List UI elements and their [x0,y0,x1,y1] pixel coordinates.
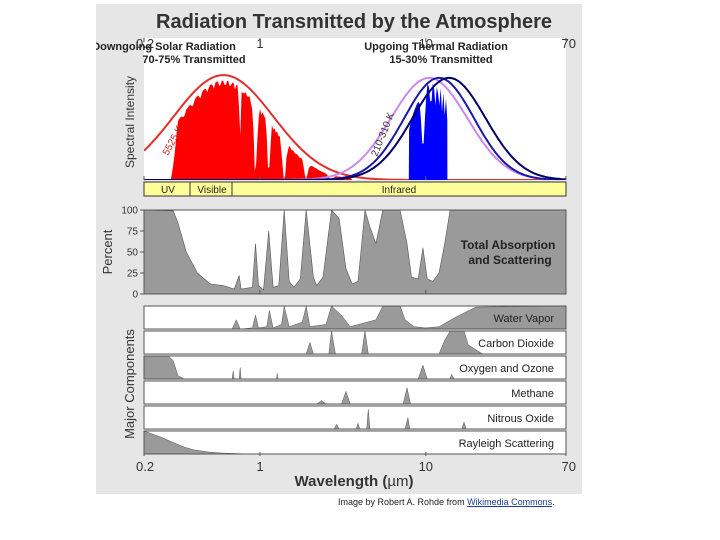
x-tick-label: 10 [419,36,433,51]
chart-title: Radiation Transmitted by the Atmosphere [156,11,552,33]
component-label-water-vapor: Water Vapor [493,313,554,325]
thermal-curve-warm [144,76,566,180]
absorption-label-line2: and Scattering [468,253,551,267]
component-area-water-vapor [144,305,567,330]
components-ylabel: Major Components [122,329,137,439]
component-label-carbon-dioxide: Carbon Dioxide [478,338,554,350]
component-area-carbon-dioxide [144,330,566,355]
y-tick-label: 25 [127,269,139,280]
y-tick-label: 50 [127,248,139,259]
absorption-label-line1: Total Absorption [461,238,556,252]
total-absorption-area [143,209,567,295]
band-bar [144,182,566,196]
band-label-uv: UV [161,185,175,196]
thermal-curve-mid [144,76,566,180]
component-strip-methane [144,381,566,404]
x-tick-label: 1 [256,459,263,474]
solar-heading-line2: 70-75% Transmitted [142,54,245,66]
component-strip-nitrous-oxide [144,406,566,429]
component-label-nitrous-oxide: Nitrous Oxide [487,413,554,425]
x-tick-label: 0.2 [136,36,154,51]
thermal-curve-cold [144,76,566,180]
x-tick-label: 10 [419,459,433,474]
component-strip-oxygen-and-ozone [144,356,566,379]
solar-heading-line1: Downgoing Solar Radiation [96,41,236,53]
radiation-chart: Radiation Transmitted by the Atmosphere … [92,11,576,490]
x-tick-label: 1 [256,36,263,51]
component-area-nitrous-oxide [144,409,566,430]
wikimedia-commons-link[interactable]: Wikimedia Commons [467,497,553,507]
image-credit: Image by Robert A. Rohde from Wikimedia … [338,497,555,507]
x-axis-label: Wavelength (µm) [295,473,414,490]
component-strip-rayleigh-scattering [144,431,566,454]
absorption-ylabel: Percent [100,229,115,274]
y-tick-label: 100 [121,206,138,217]
component-label-rayleigh-scattering: Rayleigh Scattering [459,438,554,450]
thermal-heading-line2: 15-30% Transmitted [389,54,492,66]
y-tick-label: 75 [127,227,139,238]
y-tick-label: 0 [132,290,138,301]
x-tick-label: 70 [562,459,576,474]
x-tick-label: 0.2 [136,459,154,474]
component-label-methane: Methane [511,388,554,400]
component-label-oxygen-and-ozone: Oxygen and Ozone [459,363,554,375]
spectral-ylabel: Spectral Intensity [123,76,137,168]
atmosphere-figure: Radiation Transmitted by the Atmosphere … [92,4,582,494]
x-tick-label: 70 [562,36,576,51]
solar-transmitted-area [170,80,353,180]
band-label-infrared: Infrared [382,185,416,196]
thermal-heading-line1: Upgoing Thermal Radiation [364,41,508,53]
band-label-visible: Visible [197,185,227,196]
